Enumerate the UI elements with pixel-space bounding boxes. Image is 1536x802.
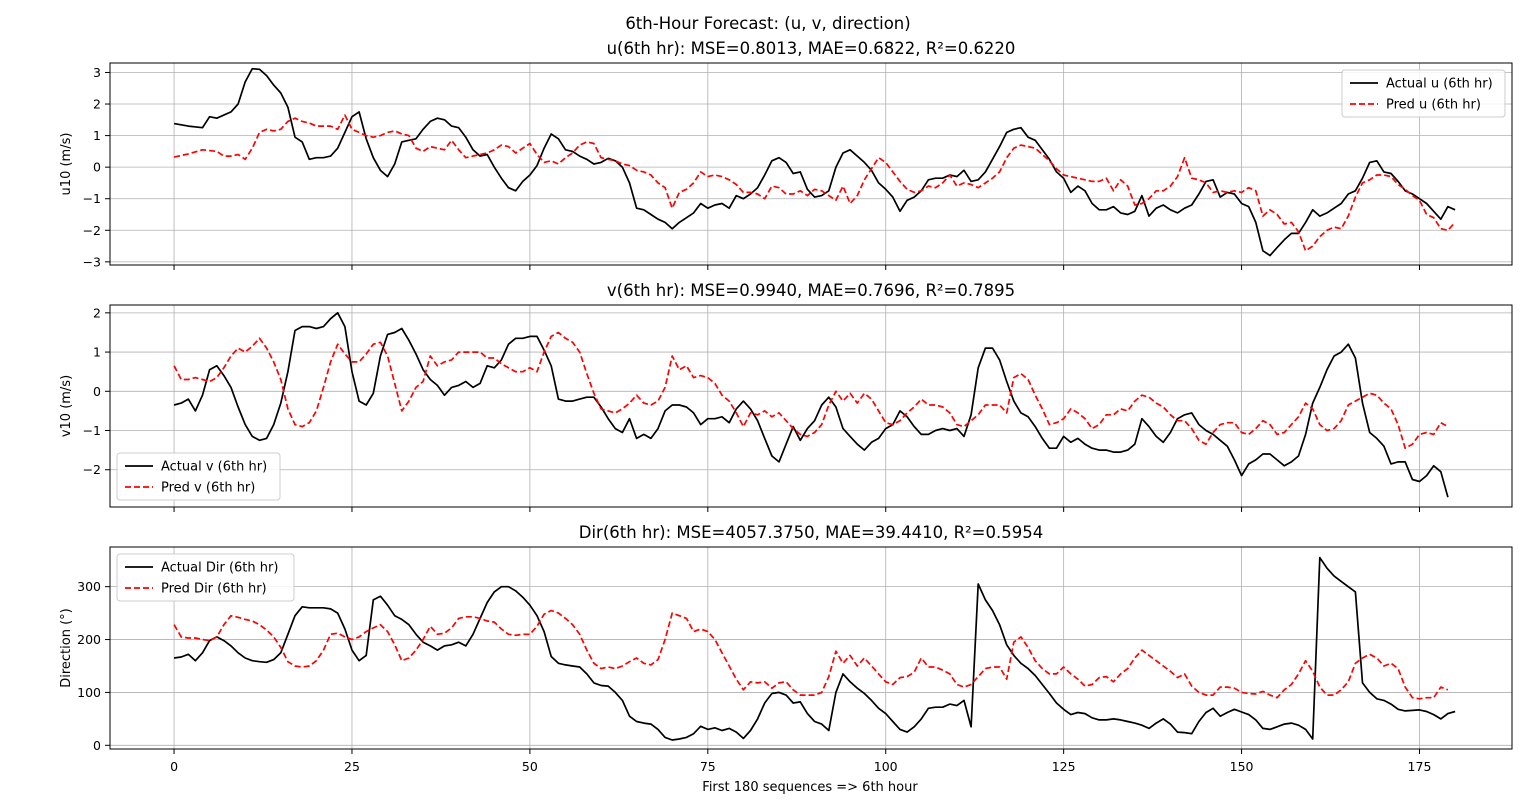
legend-box	[1341, 69, 1506, 118]
y-axis-label: v10 (m/s)	[59, 375, 74, 437]
x-tick-label: 0	[170, 759, 178, 774]
y-tick-label: −2	[83, 223, 101, 238]
x-tick-label: 75	[700, 759, 716, 774]
y-tick-label: 0	[93, 160, 101, 175]
subplot-title: u(6th hr): MSE=0.8013, MAE=0.6822, R²=0.…	[607, 39, 1016, 58]
x-tick-label: 100	[874, 759, 898, 774]
legend-label: Actual Dir (6th hr)	[161, 561, 278, 576]
subplot-title: v(6th hr): MSE=0.9940, MAE=0.7696, R²=0.…	[607, 281, 1015, 300]
series-line-actual	[173, 67, 1456, 257]
legend: Actual v (6th hr) Pred v (6th hr)	[116, 452, 281, 501]
series-line-actual	[173, 556, 1456, 741]
y-tick-label: 300	[77, 579, 101, 594]
subplot-title: Dir(6th hr): MSE=4057.3750, MAE=39.4410,…	[579, 523, 1043, 542]
x-tick-label: 150	[1230, 759, 1254, 774]
y-tick-label: 0	[93, 738, 101, 753]
y-tick-label: 3	[93, 65, 101, 80]
y-tick-label: 100	[77, 685, 101, 700]
y-tick-label: −3	[83, 254, 101, 269]
legend-label: Pred Dir (6th hr)	[161, 582, 267, 597]
legend-label: Actual u (6th hr)	[1386, 77, 1493, 92]
series-line-pred	[173, 114, 1456, 252]
y-tick-label: −1	[83, 423, 101, 438]
y-tick-label: 0	[93, 384, 101, 399]
legend-box	[116, 452, 281, 501]
x-tick-label: 50	[522, 759, 538, 774]
subplot-panels: −3 −2 −1 0 1 2 3 u10 (m/s) u(6th hr): MSE=0.8013…	[59, 39, 1513, 774]
legend-box	[116, 553, 295, 602]
axes-frame	[109, 62, 1513, 266]
series-line-pred	[173, 331, 1449, 450]
figure-xlabel: First 180 sequences => 6th hour	[702, 780, 918, 795]
series-line-pred	[173, 609, 1449, 700]
y-axis-label: Direction (°)	[59, 608, 74, 688]
y-axis-label: u10 (m/s)	[59, 133, 74, 196]
x-tick-label: 25	[344, 759, 360, 774]
y-tick-label: −2	[83, 462, 101, 477]
legend-label: Pred u (6th hr)	[1386, 98, 1481, 113]
y-tick-label: −1	[83, 191, 101, 206]
x-tick-label: 125	[1052, 759, 1076, 774]
figure-suptitle: 6th-Hour Forecast: (u, v, direction)	[625, 14, 910, 33]
legend: Actual Dir (6th hr) Pred Dir (6th hr)	[116, 553, 295, 602]
legend: Actual u (6th hr) Pred u (6th hr)	[1341, 69, 1506, 118]
subplot-1: −3 −2 −1 0 1 2 3 u10 (m/s) u(6th hr): MSE=0.8013…	[59, 39, 1513, 270]
axes-frame	[109, 546, 1513, 750]
legend-label: Pred v (6th hr)	[161, 481, 255, 496]
y-tick-label: 1	[93, 345, 101, 360]
y-tick-label: 200	[77, 632, 101, 647]
subplot-2: −2 −1 0 1 2 v10 (m/s) v(6th hr): MSE=0.9940, M…	[59, 281, 1513, 512]
y-tick-label: 2	[93, 97, 101, 112]
legend-label: Actual v (6th hr)	[161, 460, 267, 475]
y-tick-label: 1	[93, 128, 101, 143]
y-tick-label: 2	[93, 305, 101, 320]
axes-frame	[109, 304, 1513, 508]
x-tick-label: 175	[1408, 759, 1432, 774]
series-line-actual	[173, 311, 1449, 498]
